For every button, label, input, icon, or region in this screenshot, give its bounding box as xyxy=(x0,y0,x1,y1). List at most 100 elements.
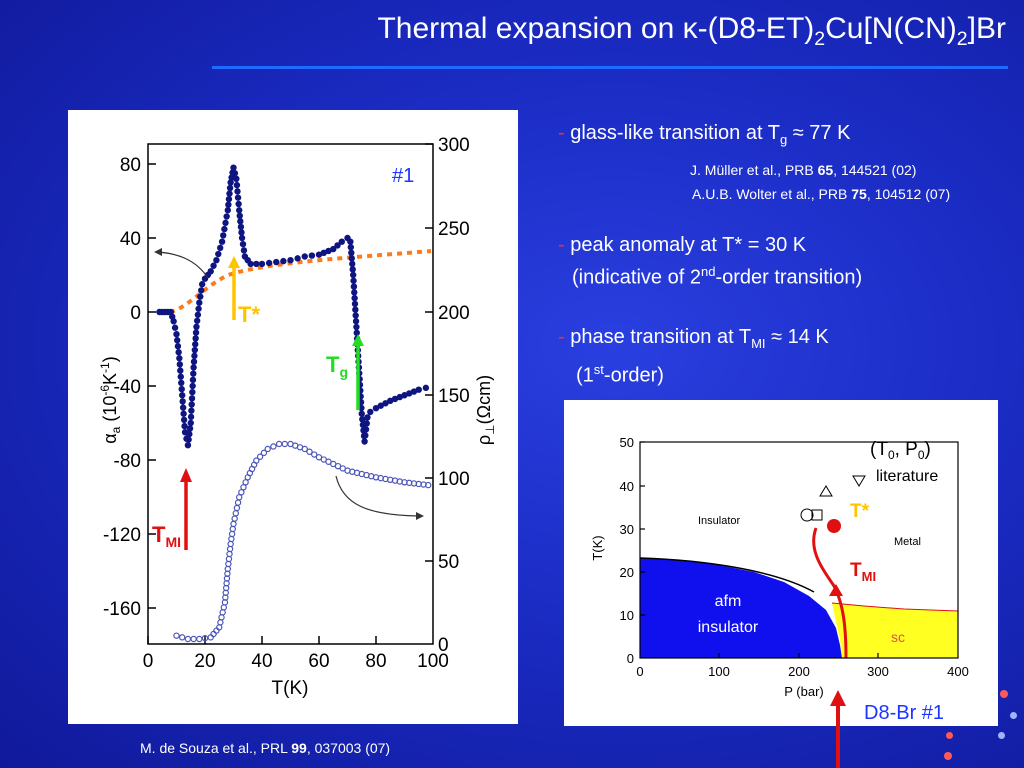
y-left-tick: -120 xyxy=(103,525,141,546)
rho-point xyxy=(306,448,313,455)
alpha-point xyxy=(238,229,245,236)
alpha-point xyxy=(253,260,260,268)
alpha-point xyxy=(330,245,337,253)
x-tick: 20 xyxy=(194,651,215,672)
rho-point xyxy=(229,525,236,533)
literature-circle xyxy=(800,508,814,522)
rho-point xyxy=(226,550,233,558)
alpha-point xyxy=(358,404,365,412)
literature-legend: literature xyxy=(876,468,938,485)
arrow-head-left xyxy=(154,248,162,256)
phase-diagram: 50 40 30 20 10 0 0 100 200 300 400 P (ba… xyxy=(564,400,998,726)
alpha-point xyxy=(240,247,248,254)
alpha-point xyxy=(174,337,181,344)
alpha-point xyxy=(350,283,358,290)
pd-tstar-label: T* xyxy=(850,501,870,522)
alpha-point xyxy=(347,244,355,251)
alpha-point xyxy=(352,312,359,319)
alpha-point xyxy=(189,382,196,390)
alpha-point xyxy=(177,373,184,380)
rho-point xyxy=(235,494,243,501)
rho-point xyxy=(207,634,214,641)
afm-label: afm xyxy=(715,593,742,610)
alpha-point xyxy=(198,281,206,288)
bullet-phase-note: (1st-order) xyxy=(576,362,664,387)
reference-wolter: A.U.B. Wolter et al., PRB 75, 104512 (07… xyxy=(692,186,951,202)
alpha-point xyxy=(197,293,204,300)
rho-point xyxy=(216,624,223,631)
y-left-tick: 80 xyxy=(120,155,141,176)
afm-boundary xyxy=(639,557,815,593)
alpha-point xyxy=(351,300,359,308)
rho-point xyxy=(233,504,241,512)
alpha-point xyxy=(377,402,384,409)
alpha-point xyxy=(358,410,365,417)
alpha-point xyxy=(178,379,185,387)
alpha-point xyxy=(191,346,199,354)
pd-x-tick: 400 xyxy=(947,664,969,679)
pd-x-tick: 0 xyxy=(636,664,643,679)
thermal-expansion-svg: 80 40 0 -40 -80 -120 -160 300 250 200 15… xyxy=(98,135,497,699)
pd-tmi-label: TMI xyxy=(850,560,876,584)
y-right-tick: 300 xyxy=(438,135,470,156)
sc-label: sc xyxy=(891,629,905,645)
rho-point xyxy=(232,510,239,517)
alpha-point xyxy=(237,218,244,225)
rho-point xyxy=(311,451,318,458)
decor-dot xyxy=(946,732,953,739)
alpha-point xyxy=(287,257,294,264)
alpha-point xyxy=(367,408,374,416)
alpha-point xyxy=(174,343,182,350)
alpha-point xyxy=(350,271,357,279)
alpha-point xyxy=(190,364,197,371)
citation: M. de Souza et al., PRL 99, 037003 (07) xyxy=(140,740,391,756)
rho-point xyxy=(226,545,234,553)
alpha-point xyxy=(348,255,355,262)
y-left-tick: 40 xyxy=(120,229,141,250)
thermal-expansion-plot: 80 40 0 -40 -80 -120 -160 300 250 200 15… xyxy=(68,110,518,724)
bullet-peak-note: (indicative of 2nd-order transition) xyxy=(572,264,863,289)
rho-point xyxy=(260,449,268,457)
bullet-glass-transition: - glass-like transition at Tg ≈ 77 K xyxy=(558,122,851,147)
y-right-tick: 50 xyxy=(438,552,459,573)
tmi-arrowhead xyxy=(180,468,192,482)
pd-y-tick: 20 xyxy=(620,565,634,580)
alpha-point xyxy=(334,242,341,249)
rho-point xyxy=(184,635,192,643)
rho-point xyxy=(301,445,308,453)
thermal-expansion-curve xyxy=(156,164,430,449)
phase-diagram-svg: 50 40 30 20 10 0 0 100 200 300 400 P (ba… xyxy=(590,435,969,699)
alpha-point xyxy=(191,352,198,360)
alpha-point xyxy=(280,257,287,265)
alpha-point xyxy=(235,200,242,208)
alpha-point xyxy=(348,249,355,256)
alpha-point xyxy=(189,388,196,396)
alpha-point xyxy=(361,438,368,445)
rho-point xyxy=(264,445,271,453)
rho-point xyxy=(231,515,238,522)
literature-square xyxy=(811,509,823,521)
alpha-point xyxy=(188,401,195,408)
x-tick: 60 xyxy=(308,651,329,672)
rho-point xyxy=(242,479,249,486)
x-tick: 100 xyxy=(417,651,449,672)
alpha-point xyxy=(192,341,199,348)
alpha-point xyxy=(239,240,247,248)
rho-point xyxy=(227,540,234,548)
alpha-point xyxy=(222,219,229,227)
literature-triangle-up xyxy=(819,485,833,497)
rho-point xyxy=(196,635,203,643)
alpha-point xyxy=(220,232,227,239)
alpha-point xyxy=(308,252,316,259)
alpha-point xyxy=(190,370,197,377)
alpha-point xyxy=(233,181,241,189)
alpha-point xyxy=(273,258,280,266)
reference-muller: J. Müller et al., PRB 65, 144521 (02) xyxy=(690,162,917,178)
alpha-point xyxy=(353,329,360,337)
y-left-tick: -80 xyxy=(114,451,141,472)
y-right-tick: 150 xyxy=(438,386,470,407)
y-left-tick: 0 xyxy=(130,303,141,324)
alpha-point xyxy=(196,299,203,306)
pd-y-tick: 10 xyxy=(620,608,634,623)
rho-point xyxy=(225,560,232,568)
